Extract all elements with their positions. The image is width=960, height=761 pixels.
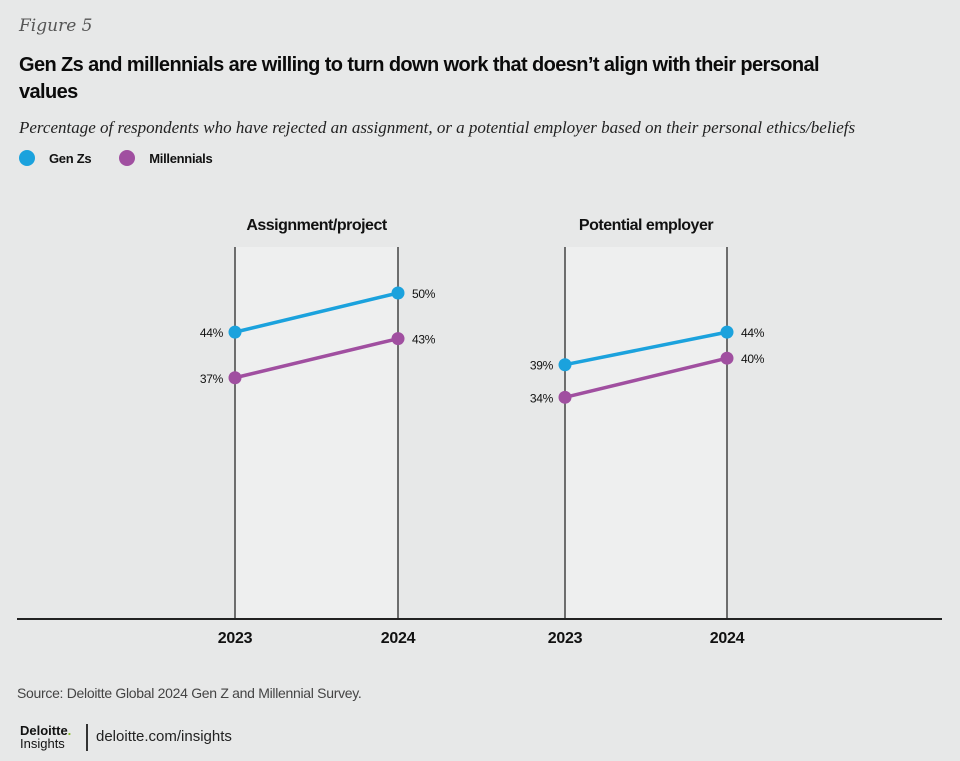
x-tick-label: 2024: [381, 630, 416, 647]
data-point-millennials: [228, 371, 242, 385]
legend-label: Millennials: [149, 150, 213, 166]
data-label: 43%: [412, 333, 436, 347]
legend-label: Gen Zs: [49, 150, 92, 166]
data-point-genz: [558, 358, 572, 372]
legend-item-genz: Gen Zs: [19, 150, 92, 166]
data-label: 50%: [412, 287, 436, 301]
chart-subtitle: Percentage of respondents who have rejec…: [19, 118, 856, 137]
legend: Gen Zs Millennials: [19, 150, 240, 166]
figure-label: Figure 5: [19, 16, 93, 36]
data-point-genz: [391, 286, 405, 300]
logo-subtext: Insights: [20, 736, 65, 751]
series-line-millennials: [234, 336, 399, 380]
series-line-genz: [234, 291, 399, 334]
data-point-millennials: [558, 390, 572, 404]
data-label: 44%: [200, 326, 224, 340]
series-line-millennials: [564, 356, 728, 400]
data-point-millennials: [720, 351, 734, 365]
data-label: 40%: [741, 352, 765, 366]
panel-title: Assignment/project: [246, 217, 388, 234]
deloitte-insights-logo: Deloitte. Insights: [20, 724, 71, 750]
footer-divider: [86, 724, 88, 751]
x-tick-label: 2023: [218, 630, 253, 647]
data-point-millennials: [391, 332, 405, 346]
source-note: Source: Deloitte Global 2024 Gen Z and M…: [17, 685, 362, 701]
panel-title: Potential employer: [579, 217, 713, 234]
x-tick-label: 2023: [548, 630, 583, 647]
data-label: 39%: [530, 359, 554, 373]
logo-text: Deloitte: [20, 723, 68, 738]
data-label: 44%: [741, 326, 765, 340]
data-label: 34%: [530, 391, 554, 405]
data-point-genz: [228, 325, 242, 339]
footer-url: deloitte.com/insights: [96, 728, 232, 745]
legend-dot-genz-icon: [19, 150, 35, 166]
panel-background: [565, 247, 727, 619]
data-point-genz: [720, 325, 734, 339]
x-tick-label: 2024: [710, 630, 745, 647]
logo-green-dot-icon: .: [67, 723, 72, 738]
legend-dot-millennials-icon: [119, 150, 136, 166]
legend-item-millennials: Millennials: [119, 150, 213, 166]
series-line-genz: [564, 330, 728, 367]
chart-title: Gen Zs and millennials are willing to tu…: [19, 54, 820, 103]
data-label: 37%: [200, 372, 224, 386]
panel-background: [235, 247, 398, 619]
